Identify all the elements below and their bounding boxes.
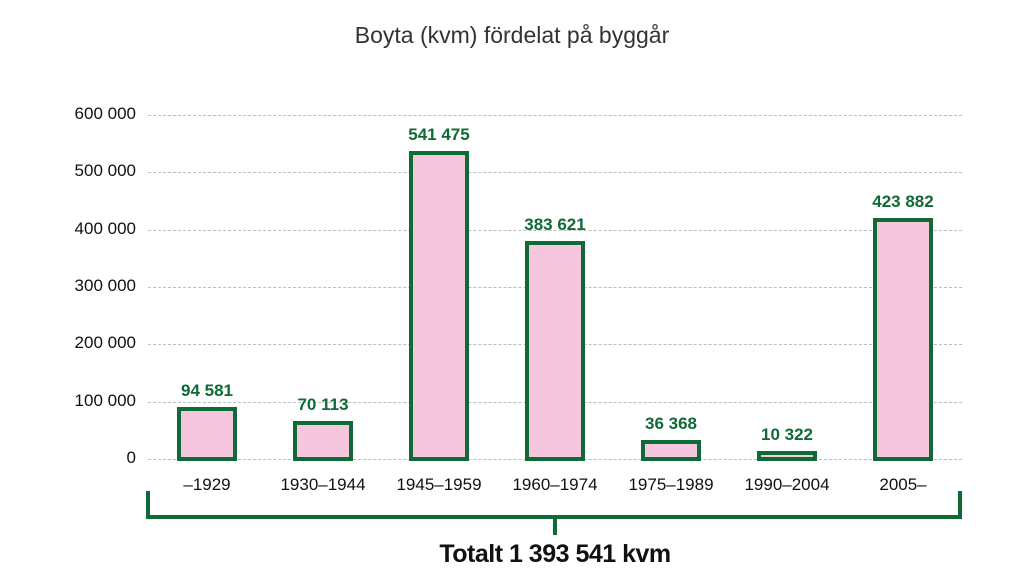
x-tick-label: 1975–1989 xyxy=(628,475,714,494)
gridline xyxy=(148,115,962,116)
y-tick-label: 300 000 xyxy=(74,276,136,295)
total-bracket-left xyxy=(146,491,150,519)
total-annotation: Totalt 1 393 541 kvm xyxy=(439,540,671,568)
y-tick-label: 400 000 xyxy=(74,219,136,238)
gridline xyxy=(148,172,962,173)
bar xyxy=(177,406,237,461)
y-tick-label: 0 xyxy=(126,448,136,467)
x-tick-label: 1945–1959 xyxy=(396,475,482,494)
y-tick-label: 200 000 xyxy=(74,333,136,352)
bar-value-label: 10 322 xyxy=(761,425,813,444)
bar-value-label: 423 882 xyxy=(872,191,934,211)
bar xyxy=(757,451,817,461)
x-tick-label: 1990–2004 xyxy=(744,475,830,494)
total-bracket-right xyxy=(958,491,962,519)
x-tick-label: –1929 xyxy=(183,475,231,494)
bar-value-label: 94 581 xyxy=(181,380,233,400)
x-tick-label: 2005– xyxy=(879,475,927,494)
total-bracket-stem xyxy=(553,517,557,535)
bar xyxy=(873,217,933,461)
y-tick-label: 500 000 xyxy=(74,161,136,180)
x-tick-label: 1930–1944 xyxy=(280,475,366,494)
x-tick-label: 1960–1974 xyxy=(512,475,598,494)
bar-value-label: 383 621 xyxy=(524,215,586,235)
bar-value-label: 36 368 xyxy=(645,414,697,434)
chart-title: Boyta (kvm) fördelat på byggår xyxy=(354,22,670,48)
bar-value-label: 70 113 xyxy=(297,394,349,414)
bar xyxy=(409,150,469,461)
gridline xyxy=(148,230,962,231)
bar xyxy=(525,241,585,461)
y-tick-label: 100 000 xyxy=(74,391,136,410)
y-tick-label: 600 000 xyxy=(74,104,136,123)
bar-value-label: 541 475 xyxy=(408,124,470,144)
bar xyxy=(641,440,701,461)
bar xyxy=(293,420,353,461)
